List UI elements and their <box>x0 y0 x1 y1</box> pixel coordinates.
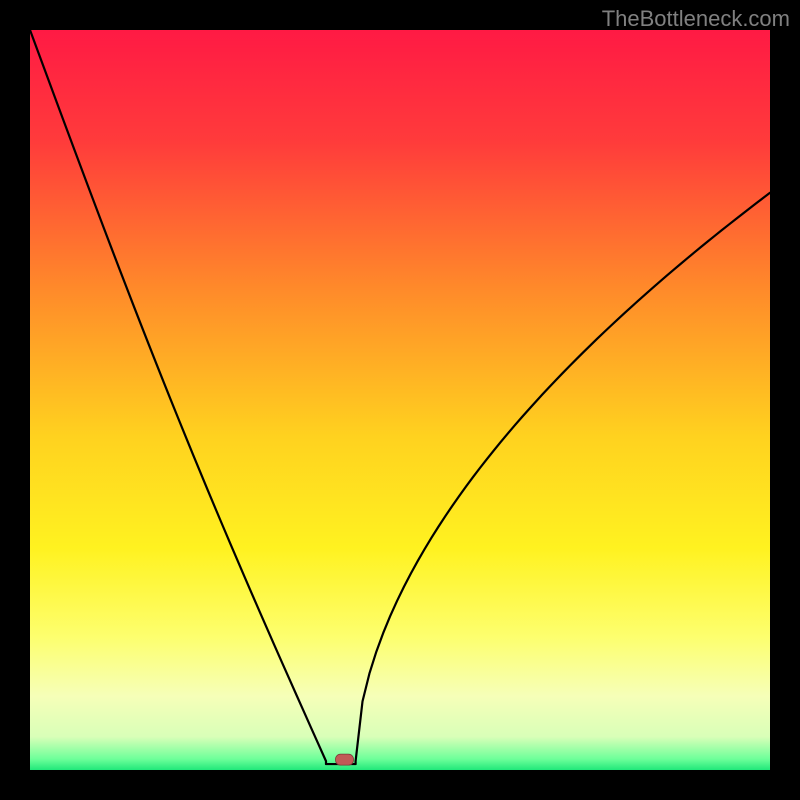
chart-background <box>30 30 770 770</box>
chart-container: TheBottleneck.com <box>0 0 800 800</box>
watermark-text: TheBottleneck.com <box>602 6 790 32</box>
bottleneck-chart <box>30 30 770 770</box>
optimal-point-marker <box>336 754 354 765</box>
